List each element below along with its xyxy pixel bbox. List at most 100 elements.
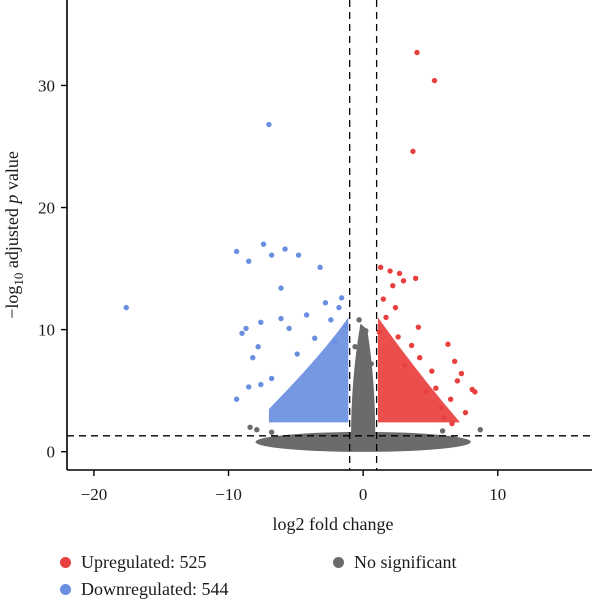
x-tick-label-3: 10 (489, 485, 506, 504)
down-point-24 (258, 381, 264, 388)
x-tick-label-0: −20 (81, 485, 108, 504)
up-point-16 (447, 396, 454, 402)
nonsignificant-density-cloud (255, 323, 471, 452)
y-tick-label-3: 30 (38, 76, 55, 95)
legend-label-up: Upregulated: 525 (81, 552, 207, 572)
y-title-suffix: value (2, 151, 22, 194)
ns-point-8 (352, 344, 358, 350)
legend-label-ns: No significant (354, 552, 457, 572)
up-point-29 (392, 304, 399, 311)
down-point-21 (342, 323, 349, 329)
down-point-17 (303, 312, 310, 318)
up-point-1 (431, 77, 438, 84)
up-point-28 (383, 314, 389, 321)
up-point-3 (412, 275, 419, 282)
up-point-17 (429, 368, 435, 374)
ns-point-9 (357, 374, 364, 380)
ns-point-11 (355, 394, 361, 400)
y-tick-label-2: 20 (38, 199, 55, 218)
up-point-24 (408, 342, 415, 349)
data-points (123, 49, 483, 435)
x-axis-title: log2 fold change (273, 514, 394, 534)
down-point-28 (294, 351, 300, 357)
up-point-15 (472, 389, 478, 395)
up-point-26 (402, 362, 408, 368)
down-point-18 (322, 300, 329, 306)
ns-cloud-base (255, 431, 471, 452)
down-point-10 (239, 330, 245, 336)
down-point-19 (328, 317, 334, 323)
ns-point-4 (268, 429, 275, 435)
ns-point-10 (364, 384, 370, 390)
down-point-2 (233, 248, 240, 255)
down-point-20 (336, 304, 342, 311)
up-point-0 (414, 49, 420, 56)
ns-point-6 (363, 328, 369, 334)
up-point-20 (441, 414, 447, 421)
ns-point-5 (356, 317, 362, 323)
downregulated-cloud (268, 317, 349, 423)
down-point-7 (317, 264, 323, 271)
down-point-4 (268, 252, 275, 258)
down-point-9 (246, 258, 252, 264)
ns-point-3 (247, 424, 253, 430)
up-point-9 (415, 324, 422, 330)
down-point-27 (332, 339, 338, 345)
ns-point-2 (254, 427, 260, 433)
up-marker-icon (60, 557, 71, 568)
up-point-19 (423, 389, 430, 395)
ns-cloud-spike (351, 323, 376, 438)
down-point-23 (246, 384, 252, 390)
down-point-8 (278, 285, 284, 291)
down-point-0 (123, 304, 129, 311)
up-point-11 (451, 358, 458, 365)
down-point-12 (258, 319, 264, 325)
up-point-27 (380, 296, 387, 302)
up-point-30 (376, 329, 383, 335)
y-title-sub: 10 (11, 273, 26, 286)
ns-marker-icon (333, 557, 344, 568)
up-point-2 (410, 148, 416, 155)
down-point-25 (268, 375, 275, 382)
y-title-italic: p (2, 195, 22, 206)
down-point-1 (266, 121, 272, 128)
up-point-5 (387, 268, 393, 274)
legend: Upregulated: 525 Downregulated: 544 No s… (60, 552, 580, 604)
legend-item-ns: No significant (333, 552, 456, 573)
y-title-prefix: −log (2, 286, 22, 319)
up-point-25 (395, 334, 401, 340)
down-point-26 (311, 335, 318, 341)
up-point-21 (449, 420, 455, 427)
down-point-5 (282, 246, 288, 252)
axes (66, 0, 592, 471)
down-point-22 (233, 396, 240, 402)
threshold-lines (67, 0, 592, 470)
up-point-31 (438, 405, 444, 411)
y-tick-label-1: 10 (38, 321, 55, 340)
up-point-7 (390, 282, 396, 289)
up-point-6 (396, 270, 403, 277)
up-point-22 (462, 409, 469, 416)
legend-item-down: Downregulated: 544 (60, 579, 228, 600)
down-point-6 (295, 252, 302, 258)
up-point-13 (458, 370, 465, 377)
legend-item-up: Upregulated: 525 (60, 552, 206, 573)
axis-ticks: −20 −10 0 10 0 10 20 30 (38, 76, 506, 504)
legend-label-down: Downregulated: 544 (81, 579, 229, 599)
up-point-23 (416, 354, 423, 361)
down-point-13 (255, 344, 261, 350)
down-point-15 (278, 315, 284, 322)
down-point-14 (250, 354, 256, 361)
down-point-11 (243, 325, 249, 332)
y-tick-label-0: 0 (47, 443, 56, 462)
up-point-8 (400, 278, 407, 284)
up-point-12 (454, 378, 461, 384)
down-point-29 (338, 295, 345, 301)
up-point-4 (377, 264, 384, 271)
down-marker-icon (60, 584, 71, 595)
ns-point-1 (439, 428, 446, 434)
down-point-3 (260, 241, 267, 247)
y-axis-title: −log10 adjusted p value (2, 151, 26, 319)
down-point-16 (286, 325, 292, 332)
